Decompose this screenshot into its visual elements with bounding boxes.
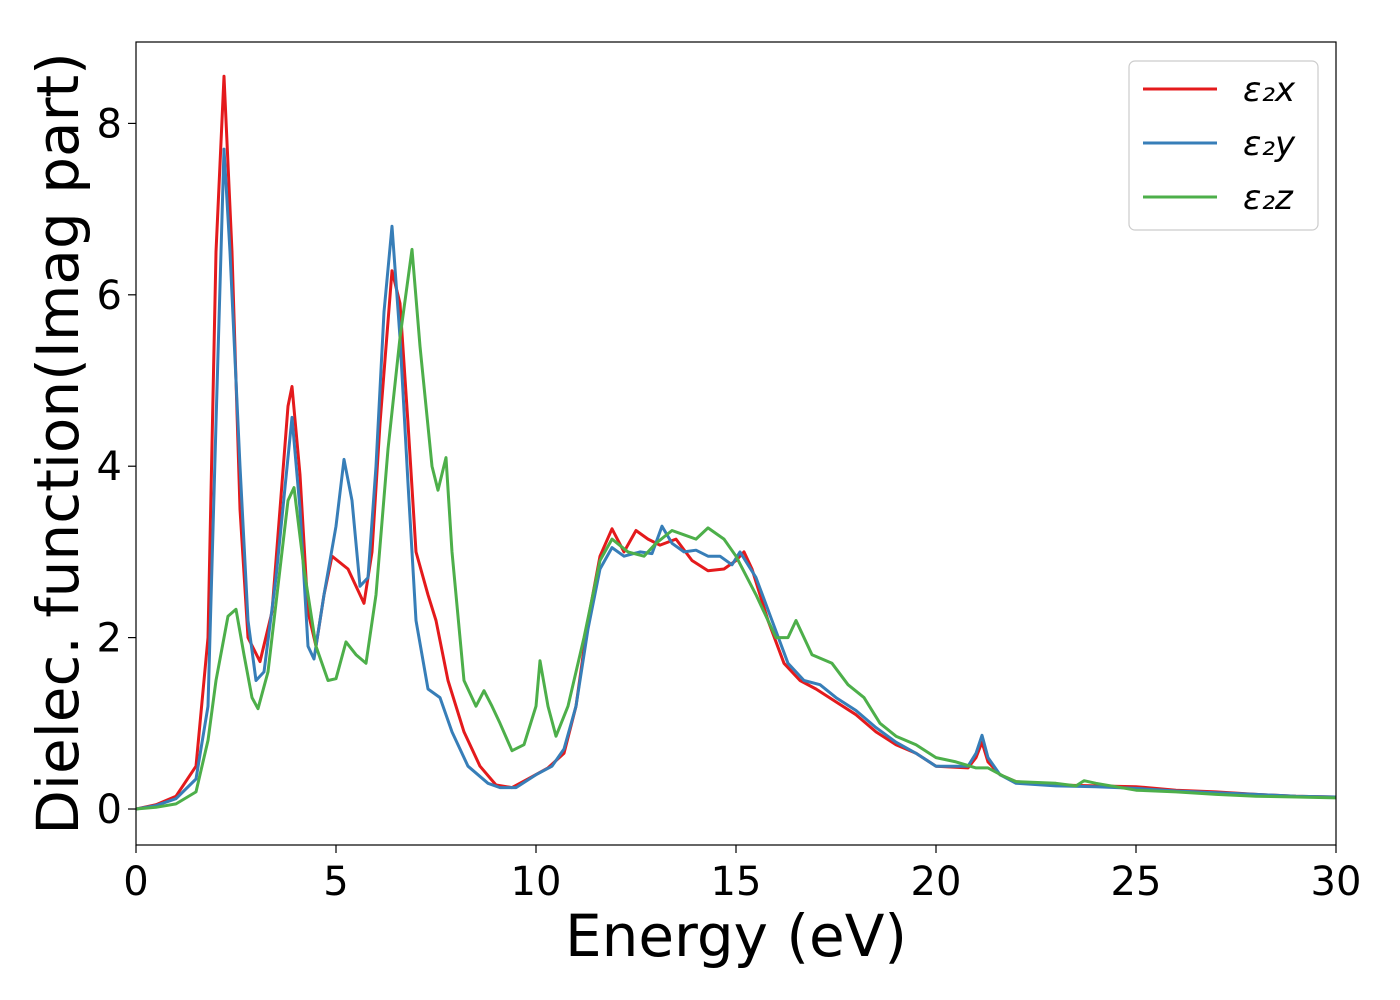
y-tick-label: 8 <box>97 101 122 147</box>
x-tick-label: 25 <box>1111 859 1162 905</box>
x-axis-title: Energy (eV) <box>565 902 907 970</box>
x-tick-label: 20 <box>911 859 962 905</box>
legend: ε₂x ε₂y ε₂z <box>1128 60 1319 231</box>
y-tick-label: 6 <box>97 273 122 319</box>
series-line-3 <box>136 247 1336 811</box>
x-axis: 0 5 10 15 20 25 30 <box>123 845 1361 905</box>
legend-label: ε₂z <box>1243 178 1294 218</box>
y-axis-title: Dielec. function(Imag part) <box>24 52 92 835</box>
legend-label: ε₂x <box>1243 70 1296 110</box>
y-tick-label: 0 <box>97 787 122 833</box>
x-tick-label: 5 <box>323 859 348 905</box>
y-axis: 0 2 4 6 8 <box>97 101 136 833</box>
legend-box <box>1128 60 1319 231</box>
y-tick-label: 4 <box>97 444 122 490</box>
x-tick-label: 15 <box>711 859 762 905</box>
y-tick-label: 2 <box>97 616 122 662</box>
x-tick-label: 10 <box>511 859 562 905</box>
legend-label: ε₂y <box>1243 124 1296 164</box>
x-tick-label: 30 <box>1311 859 1362 905</box>
series-layer <box>136 74 1336 811</box>
x-tick-label: 0 <box>123 859 148 905</box>
